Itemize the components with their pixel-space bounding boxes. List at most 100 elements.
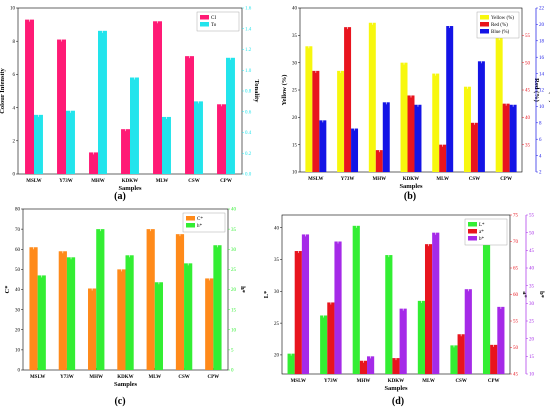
bar-yellow [495,38,503,172]
bar-l [287,353,295,374]
bar-l [352,225,360,374]
legend-label: L* [479,223,485,228]
y-tick-label: 20 [292,116,298,121]
bar-h [37,275,46,370]
y-tick-label: 20 [539,23,545,28]
bar-yellow [400,62,408,172]
y-tick-label: 10 [539,105,545,110]
bar-l [450,345,458,374]
bar-b [334,241,342,374]
legend-label: Red (%) [491,23,508,28]
bar-c [29,247,38,370]
bar-l [385,255,393,374]
y-tick-label: 40 [15,288,21,293]
bar-h [96,229,105,370]
y-tick-label: 15 [529,355,535,360]
y-tick-label: 70 [15,228,21,233]
bar-b [432,232,440,374]
x-tick-label: Y73W [324,379,338,384]
bar-yellow [337,70,345,172]
y-tick-label: 14 [539,72,545,77]
x-tick-label: CPW [500,177,512,182]
bar-a [327,302,335,374]
bar-h [154,282,163,370]
y-tick-label: 25 [529,320,535,325]
chart-panel-3: 0 10 20 30 40 50 60 70 80 C* 0 5 10 15 20 25 30 35 40 h* MSL… [4,208,246,407]
y-tick-label: 10 [529,373,535,378]
bar-to [66,110,75,174]
y-tick-label: 0.8 [245,90,252,95]
x-axis-title: Samples [118,185,142,192]
bar-a [490,344,498,374]
bar-a [392,358,400,374]
x-tick-label: CSW [455,379,466,384]
y-tick-label: 0.4 [245,131,252,136]
bar-b [367,356,375,374]
bar-yellow [305,46,313,173]
bar-blue [382,102,390,172]
y-tick-label: 40 [529,267,535,272]
bar-c [146,229,155,370]
y-tick-label: 15 [292,143,298,148]
x-tick-label: KDKW [122,179,138,184]
x-tick-label: Y73W [59,179,73,184]
y-tick-label: 22 [539,7,545,12]
y-tick-label: 60 [15,248,21,253]
y-tick-label: 65 [513,267,519,272]
y-tick-label: 1.0 [245,69,252,74]
x-tick-label: CSW [469,177,480,182]
bar-a [359,360,368,374]
y-tick-label: 20 [529,337,535,342]
y-axis-title: L* [263,291,270,299]
bar-blue [414,104,422,172]
legend-swatch [200,15,209,20]
bar-h [125,255,134,370]
y-tick-label: 15 [231,308,237,313]
y-tick-label: 6 [13,73,16,78]
x-tick-label: MSLW [308,177,323,182]
legend-swatch [186,216,195,221]
x-axis-title: Samples [399,183,423,190]
y-tick-label: 4 [539,154,542,159]
legend: L* a* b* [464,218,508,246]
y-tick-label: 0 [231,369,234,374]
x-tick-label: Y73W [341,177,355,182]
y-tick-label: 75 [513,214,519,219]
bar-ci [89,152,98,174]
bar-yellow [432,73,440,172]
x-axis-title: Samples [384,385,408,392]
bar-ci [121,129,130,174]
y-tick-label: 10 [231,328,237,333]
legend-label: b* [479,237,485,242]
y-tick-label: 30 [292,61,298,66]
y-tick-label: 45 [525,89,531,94]
bar-c [88,288,97,370]
bar-to [194,101,203,174]
bar-b [497,306,505,374]
bar-blue [509,104,517,172]
x-tick-label: KDKW [388,379,404,384]
bar-c [117,269,126,370]
bar-yellow [463,86,471,172]
y-tick-label: 50 [15,268,21,273]
bar-blue [319,120,327,172]
legend-label: Blue (%) [491,30,510,35]
y-tick-label: 35 [525,143,531,148]
legend-label: To [211,23,217,28]
legend-label: Yellow (%) [491,16,514,21]
y-tick-label: 40 [292,7,298,12]
y-tick-label: 0 [13,173,16,178]
bar-ci [25,19,34,175]
y-tick-label: 50 [525,61,531,66]
bar-l [320,315,328,374]
x-tick-label: CSW [188,179,199,184]
bar-b [301,234,310,374]
bar-a [424,244,433,374]
y-tick-label: 12 [539,89,545,94]
y-axis-title: Colour Intensity [0,67,6,113]
y-tick-label: 6 [539,138,542,143]
y-tick-label: 16 [539,56,545,61]
bar-to [162,116,171,174]
y-tick-label: 0.2 [245,152,252,157]
y-tick-label: 50 [529,231,535,236]
